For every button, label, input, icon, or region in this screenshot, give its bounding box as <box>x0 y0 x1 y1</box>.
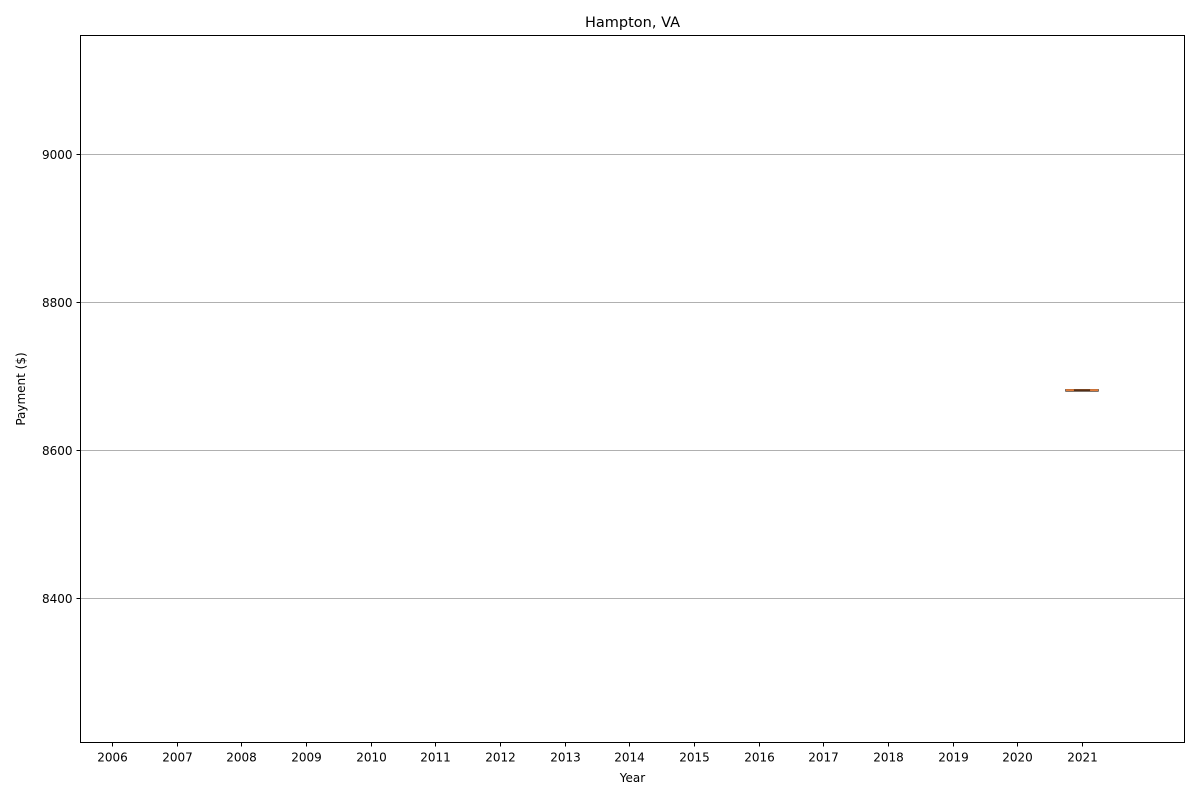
y-axis-label: Payment ($) <box>14 352 28 425</box>
x-axis: 2006 2007 2008 2009 2010 2011 2012 2013 2014 2015… <box>97 742 1098 765</box>
x-tick-label: 2008 <box>226 751 257 765</box>
x-tick-label: 2013 <box>550 751 581 765</box>
x-axis-label: Year <box>619 771 645 785</box>
x-tick-label: 2009 <box>291 751 322 765</box>
x-tick-label: 2015 <box>679 751 710 765</box>
x-tick-label: 2012 <box>485 751 516 765</box>
x-tick-label: 2011 <box>420 751 451 765</box>
grid-lines <box>80 154 1185 599</box>
x-tick-label: 2019 <box>938 751 969 765</box>
y-tick-label: 9000 <box>42 148 73 162</box>
x-tick-label: 2016 <box>744 751 775 765</box>
x-tick-label: 2018 <box>873 751 904 765</box>
x-tick-label: 2010 <box>356 751 387 765</box>
chart-title: Hampton, VA <box>585 15 680 31</box>
y-tick-label: 8800 <box>42 296 73 310</box>
y-tick-label: 8400 <box>42 592 73 606</box>
plot-frame <box>80 35 1185 743</box>
x-tick-label: 2007 <box>162 751 193 765</box>
y-tick-label: 8600 <box>42 444 73 458</box>
x-tick-label: 2006 <box>97 751 128 765</box>
x-tick-label: 2021 <box>1067 751 1098 765</box>
y-axis: 8400 8600 8800 9000 <box>42 148 81 606</box>
x-tick-label: 2020 <box>1002 751 1033 765</box>
x-tick-label: 2014 <box>614 751 645 765</box>
boxes <box>1065 389 1099 392</box>
x-tick-label: 2017 <box>808 751 839 765</box>
